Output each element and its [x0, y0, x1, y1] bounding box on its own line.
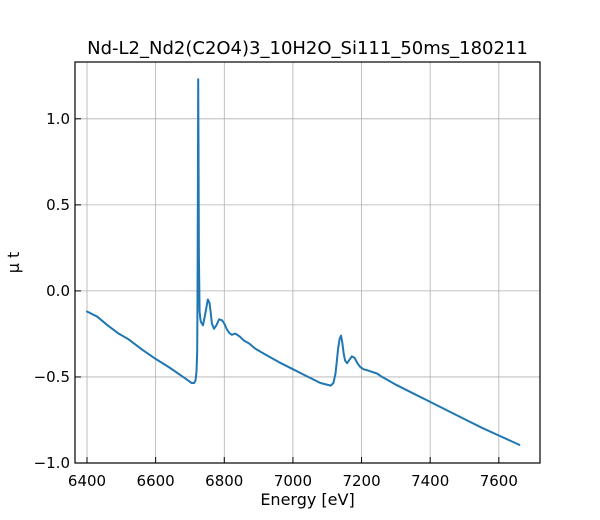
- x-tick-label: 7200: [342, 472, 380, 490]
- y-tick-label: −0.5: [34, 368, 70, 386]
- grid: [75, 62, 540, 464]
- x-tick-label: 7600: [480, 472, 518, 490]
- x-axis-label: Energy [eV]: [260, 490, 354, 509]
- x-tick-label: 6400: [68, 472, 106, 490]
- chart-title: Nd-L2_Nd2(C2O4)3_10H2O_Si111_50ms_180211: [87, 38, 528, 59]
- y-tick-label: −1.0: [34, 454, 70, 472]
- x-tick-label: 6800: [205, 472, 243, 490]
- series-line: [86, 78, 521, 446]
- y-tick-label: 0.0: [46, 282, 70, 300]
- x-tick-label: 6600: [137, 472, 175, 490]
- y-tick-label: 0.5: [46, 196, 70, 214]
- x-tick-label: 7000: [274, 472, 312, 490]
- y-axis-label: μ t: [4, 252, 23, 274]
- plot-frame: [74, 61, 541, 464]
- y-tick-label: 1.0: [46, 110, 70, 128]
- x-tick-label: 7400: [411, 472, 449, 490]
- axis-ticks: 6400 6600 6800 7000 7200 7400 7600 −1.0 −0.5 0.0 0…: [34, 110, 518, 490]
